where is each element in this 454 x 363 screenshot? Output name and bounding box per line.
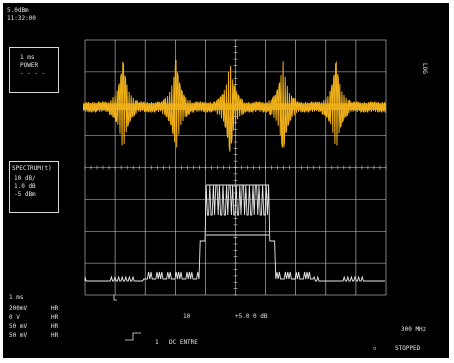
signal-band-top — [85, 104, 386, 110]
ch-row-3-label: 50 mV — [9, 323, 28, 330]
signal-trace-bottom — [84, 184, 385, 282]
ch-row-1-value: HR — [51, 305, 59, 312]
measure-label-a: 10 — [183, 313, 191, 320]
top-panel-line2: POWER — [20, 62, 39, 69]
top-panel-line1: 1 ms — [20, 54, 35, 61]
run-indicator-dot: ▫ — [373, 345, 377, 352]
ch-row-3-value: HR — [51, 323, 59, 330]
trigger-marker-icon[interactable] — [113, 295, 117, 301]
center-frequency: 300 MHz — [401, 326, 427, 333]
ch-row-2-value: HR — [51, 314, 59, 321]
mid-settings-panel[interactable]: SPECTRUM(t) 10 dB/ 1.0 dB -5 dBm — [9, 161, 59, 213]
mid-panel-line2: 1.0 dB — [14, 183, 36, 190]
run-status[interactable]: STOPPED — [395, 345, 421, 352]
header-readout-2: 11:32:00 — [7, 15, 36, 22]
trigger-mode[interactable]: DC ENTRE — [169, 339, 198, 346]
trigger-level-icon[interactable] — [83, 103, 89, 111]
ch-row-4-value: HR — [51, 332, 59, 339]
timebase-readout: 1 ms — [9, 294, 24, 301]
channel-number: 1 — [155, 339, 159, 346]
top-settings-panel[interactable]: 1 ms POWER - - - - — [9, 47, 59, 93]
ch-row-4-label: 50 mV — [9, 332, 28, 339]
mid-panel-line1: 10 dB/ — [14, 175, 36, 182]
top-panel-line3: - - - - — [20, 70, 46, 77]
ch-row-1-label: 200mV — [9, 305, 28, 312]
header-readout-1: 5.0dBm — [7, 7, 29, 14]
graticule-display — [83, 39, 387, 341]
mid-panel-title: SPECTRUM(t) — [12, 165, 52, 172]
mid-panel-line3: -5 dBm — [14, 191, 36, 198]
ch-row-2-label: 0 V — [9, 314, 20, 321]
measure-label-b: +5.0 0 dB — [235, 313, 268, 320]
scope-screen: 5.0dBm 11:32:00 1 ms POWER - - - - LOG S… — [3, 3, 449, 358]
ground-marker-icon — [125, 332, 141, 341]
